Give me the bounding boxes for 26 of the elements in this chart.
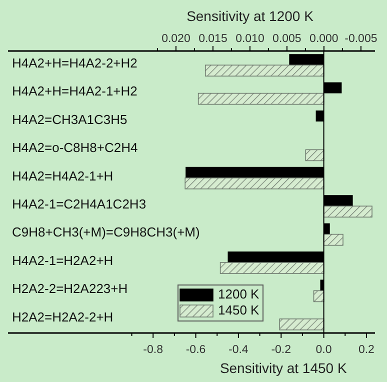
y-tick-label: H4A2-1=C2H4A1C2H3	[12, 196, 146, 212]
x-tick-label: -0.4	[228, 344, 249, 356]
y-tick-label: H4A2=CH3A1C3H5	[12, 112, 128, 127]
y-tick-label: H2A2=H2A2-2+H	[12, 309, 114, 324]
x2-tick-label: 0.010	[236, 33, 264, 45]
x2-tick-label: -0.005	[344, 33, 378, 45]
x2-tick-label: 0.005	[272, 33, 302, 45]
y-tick-label: H2A2-2=H2A223+H	[12, 281, 128, 296]
y-tick-label: C9H8+CH3(+M)=C9H8CH3(+M)	[12, 224, 200, 240]
x-tick-label: -0.8	[143, 344, 164, 356]
y-tick-label: H4A2+H=H4A2-2+H2	[12, 56, 138, 71]
legend-label: 1450 K	[218, 302, 260, 318]
x2-axis-title: Sensitivity at 1200 K	[186, 8, 314, 24]
y-tick-label: H4A2=H4A2-1+H	[12, 168, 114, 184]
x2-tick-label: 0.020	[162, 33, 190, 45]
y-tick-label: H4A2-1=H2A2+H	[12, 252, 114, 268]
x-tick-label: -0.6	[186, 344, 206, 356]
x-tick-label: 0.0	[316, 344, 332, 356]
x-tick-label: 0.2	[358, 344, 374, 356]
x2-tick-label: 0.000	[310, 33, 338, 45]
x-tick-label: -0.2	[271, 344, 292, 356]
y-tick-label: H4A2+H=H4A2-1+H2	[12, 84, 138, 99]
legend-label: 1200 K	[218, 286, 260, 302]
x2-tick-label: 0.015	[198, 33, 228, 45]
y-tick-label: H4A2=o-C8H8+C2H4	[12, 140, 138, 156]
x-axis-title: Sensitivity at 1450 K	[220, 360, 348, 376]
